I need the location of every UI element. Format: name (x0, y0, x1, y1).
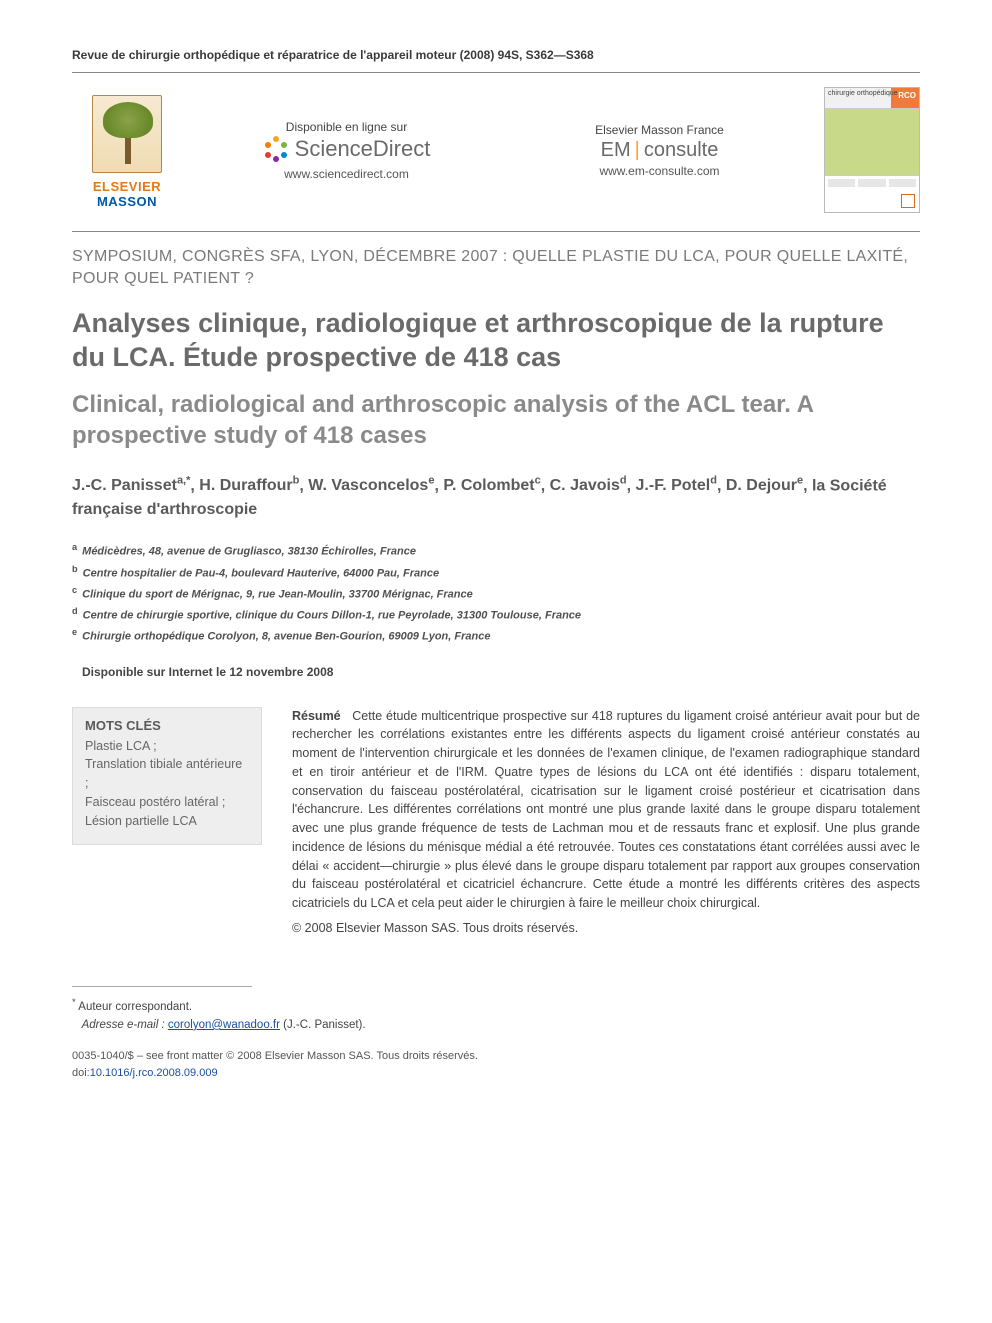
abstract-copyright: © 2008 Elsevier Masson SAS. Tous droits … (292, 919, 920, 938)
emconsulte-block: Elsevier Masson France EM | consulte www… (511, 123, 808, 178)
em-left: EM (601, 139, 631, 162)
cover-top-label: chirurgie orthopédique (825, 88, 919, 108)
corresponding-author-note: * Auteur correspondant. (72, 995, 920, 1016)
sd-url: www.sciencedirect.com (198, 167, 495, 181)
sciencedirect-logo: ScienceDirect (263, 136, 431, 162)
abstract: Résumé Cette étude multicentrique prospe… (292, 707, 920, 938)
article-title-en: Clinical, radiological and arthroscopic … (72, 389, 920, 451)
author: D. Dejoure (726, 477, 803, 494)
sd-dots-icon (263, 136, 289, 162)
elsevier-tree-icon (92, 95, 162, 173)
abstract-label: Résumé (292, 709, 341, 723)
em-bar-icon: | (635, 139, 640, 162)
sd-name: ScienceDirect (295, 136, 431, 162)
author: H. Duraffourb (199, 477, 299, 494)
author: J.-F. Poteld (636, 477, 717, 494)
author: C. Javoisd (550, 477, 627, 494)
section-label: SYMPOSIUM, CONGRÈS SFA, LYON, DÉCEMBRE 2… (72, 246, 920, 289)
elsevier-masson-logo: ELSEVIER MASSON (72, 90, 182, 210)
email-line: Adresse e-mail : corolyon@wanadoo.fr (J.… (72, 1016, 920, 1034)
abstract-row: MOTS CLÉS Plastie LCA ; Translation tibi… (72, 707, 920, 938)
affiliation: e Chirurgie orthopédique Corolyon, 8, av… (72, 625, 920, 646)
front-matter-line: 0035-1040/$ – see front matter © 2008 El… (72, 1048, 920, 1065)
sd-availability-text: Disponible en ligne sur (198, 120, 495, 134)
footer: 0035-1040/$ – see front matter © 2008 El… (72, 1048, 920, 1081)
affiliation: c Clinique du sport de Mérignac, 9, rue … (72, 583, 920, 604)
affiliations: a Médicèdres, 48, avenue de Grugliasco, … (72, 540, 920, 646)
author-list: J.-C. Panisseta,*, H. Duraffourb, W. Vas… (72, 473, 920, 522)
em-right: consulte (644, 139, 719, 162)
affiliation: d Centre de chirurgie sportive, clinique… (72, 604, 920, 625)
article-title-fr: Analyses clinique, radiologique et arthr… (72, 307, 920, 375)
banner-rule (72, 231, 920, 232)
publisher-name-bottom: MASSON (97, 194, 157, 209)
running-head: Revue de chirurgie orthopédique et répar… (72, 48, 920, 62)
keywords-head: MOTS CLÉS (85, 718, 249, 733)
publisher-banner: ELSEVIER MASSON Disponible en ligne sur … (72, 87, 920, 213)
em-head-text: Elsevier Masson France (511, 123, 808, 137)
top-rule (72, 72, 920, 73)
emconsulte-logo: EM | consulte (601, 139, 719, 162)
footnote-rule (72, 986, 252, 987)
affiliation: b Centre hospitalier de Pau-4, boulevard… (72, 562, 920, 583)
affiliation: a Médicèdres, 48, avenue de Grugliasco, … (72, 540, 920, 561)
publisher-name-top: ELSEVIER (93, 179, 161, 194)
author: W. Vasconcelose (308, 477, 434, 494)
cover-stamp-icon (901, 194, 915, 208)
sciencedirect-block: Disponible en ligne sur ScienceDirect ww… (198, 120, 495, 181)
keywords-list: Plastie LCA ; Translation tibiale antéri… (85, 737, 249, 831)
doi-link[interactable]: 10.1016/j.rco.2008.09.009 (90, 1067, 218, 1079)
author: J.-C. Panisseta,* (72, 477, 190, 494)
keywords-box: MOTS CLÉS Plastie LCA ; Translation tibi… (72, 707, 262, 846)
author: P. Colombetc (443, 477, 540, 494)
doi-line: doi:10.1016/j.rco.2008.09.009 (72, 1065, 920, 1082)
author-email-link[interactable]: corolyon@wanadoo.fr (168, 1019, 280, 1031)
em-url: www.em-consulte.com (511, 164, 808, 178)
journal-cover-thumbnail: chirurgie orthopédique (824, 87, 920, 213)
footnotes: * Auteur correspondant. Adresse e-mail :… (72, 986, 920, 1035)
abstract-body: Cette étude multicentrique prospective s… (292, 709, 920, 911)
online-date: Disponible sur Internet le 12 novembre 2… (82, 665, 920, 679)
